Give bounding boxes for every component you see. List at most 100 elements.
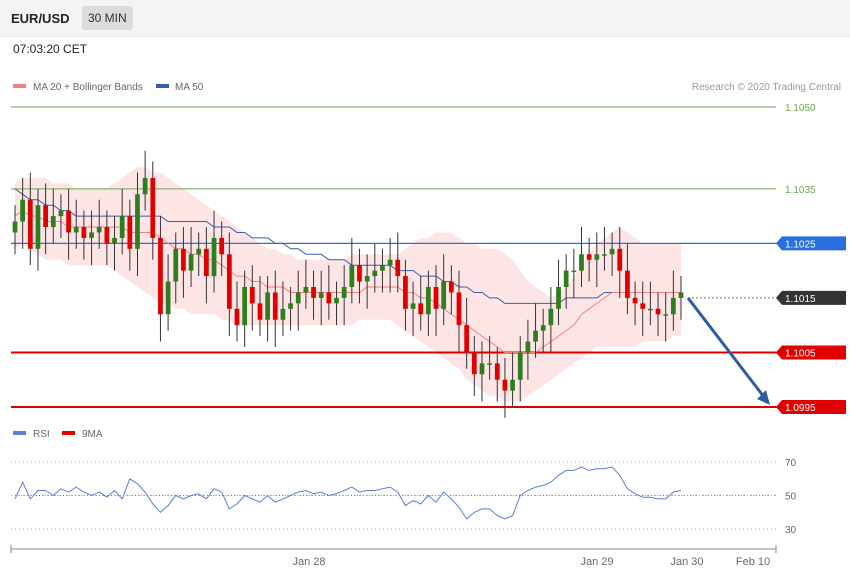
candle: [632, 281, 638, 326]
time-axis: Jan 28 Jan 29 Jan 30 Feb 10: [10, 545, 777, 568]
candle-body: [50, 216, 56, 227]
candle-body: [441, 281, 447, 309]
candle-body: [311, 287, 316, 298]
candle: [196, 232, 202, 277]
candle: [441, 254, 447, 326]
candle: [655, 292, 661, 337]
candle: [579, 227, 584, 287]
candle-body: [395, 259, 401, 277]
candle: [81, 210, 87, 260]
candle-body: [433, 287, 439, 309]
candle: [73, 199, 79, 249]
candle: [234, 281, 240, 342]
candle-body: [27, 199, 33, 249]
candle-body: [43, 205, 48, 227]
candle-body: [663, 314, 669, 316]
candle-body: [303, 287, 309, 293]
candle: [158, 216, 163, 342]
ma9-legend-swatch: [62, 431, 75, 435]
copyright-label: Research © 2020 Trading Central: [692, 82, 841, 93]
candle: [295, 270, 301, 331]
candle: [418, 276, 424, 331]
level-label-1.0995: 1.0995: [785, 403, 816, 414]
ma20-legend-swatch: [13, 84, 26, 88]
candle-body: [502, 379, 508, 391]
candle-body: [410, 303, 416, 309]
candle: [96, 199, 102, 249]
candle: [89, 210, 94, 266]
candle-body: [586, 254, 592, 260]
candle-body: [625, 270, 630, 298]
candle-body: [219, 237, 225, 255]
candle: [341, 265, 347, 326]
candle-body: [571, 270, 577, 273]
x-tick-label: Jan 28: [292, 556, 325, 568]
candle: [127, 199, 133, 271]
candle: [35, 188, 41, 271]
timeframe-button[interactable]: 30 MIN: [82, 6, 133, 30]
candle: [326, 265, 332, 320]
candle-body: [257, 303, 263, 320]
candle: [456, 270, 462, 353]
candle-body: [196, 248, 202, 255]
candle-body: [112, 237, 117, 244]
candle-body: [617, 248, 623, 271]
candle: [249, 265, 255, 331]
candle: [119, 188, 125, 255]
candle: [525, 319, 531, 380]
candle-body: [426, 287, 431, 315]
candle-body: [640, 303, 646, 309]
candle-body: [181, 248, 186, 271]
candle: [242, 270, 248, 347]
candle: [12, 205, 18, 255]
candle: [502, 357, 508, 418]
candle-body: [380, 265, 385, 271]
bollinger-band: [15, 167, 681, 402]
ma50-line: [14, 188, 681, 304]
candle-body: [81, 227, 87, 238]
candle-body: [533, 330, 538, 342]
candle-body: [372, 270, 378, 277]
candle: [510, 352, 515, 407]
candle-body: [632, 297, 638, 304]
rsi-line: [14, 466, 682, 520]
candle-body: [66, 210, 71, 233]
candle-body: [265, 292, 270, 320]
ma50-legend-label: MA 50: [175, 82, 204, 93]
candle-body: [594, 254, 600, 260]
candle-body: [211, 237, 217, 277]
candle-body: [609, 248, 615, 255]
candle: [433, 265, 439, 337]
candle-body: [418, 303, 424, 315]
candle-body: [648, 308, 653, 311]
rsi-tick-70: 70: [785, 458, 797, 469]
candle: [670, 270, 676, 331]
candle: [663, 292, 669, 342]
candle: [58, 194, 64, 238]
candle-body: [288, 303, 293, 309]
candle-body: [678, 292, 684, 298]
candle: [602, 227, 607, 271]
price-panel: 1.1050 1.1035 1.1025 1.1015 1.1005 1.0995: [11, 103, 846, 418]
candle-body: [494, 363, 500, 380]
x-tick-label: Jan 30: [670, 556, 703, 568]
candle: [211, 210, 217, 293]
candle-body: [548, 308, 554, 326]
candle: [20, 177, 26, 249]
forecast-arrow-shaft: [686, 296, 766, 398]
candle: [142, 150, 148, 211]
forecast-arrow-head: [757, 390, 770, 405]
candle-body: [517, 352, 523, 380]
level-tag-1.1015: [776, 290, 846, 305]
candle: [150, 161, 156, 260]
candle-body: [357, 265, 362, 282]
candle: [372, 243, 378, 293]
candle-body: [602, 254, 607, 256]
symbol-label: EUR/USD: [11, 11, 70, 26]
candle: [426, 270, 431, 337]
candle: [380, 248, 385, 293]
candle: [540, 308, 546, 353]
candle-body: [364, 276, 370, 282]
candle: [27, 172, 33, 266]
